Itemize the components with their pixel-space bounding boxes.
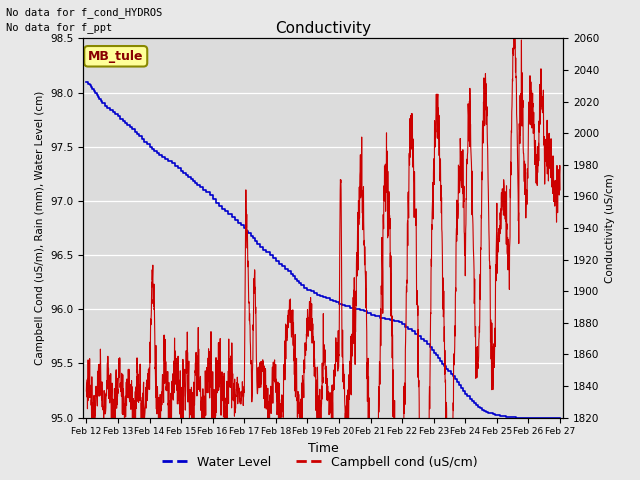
- Y-axis label: Campbell Cond (uS/m), Rain (mm), Water Level (cm): Campbell Cond (uS/m), Rain (mm), Water L…: [35, 91, 45, 365]
- Legend: Water Level, Campbell cond (uS/cm): Water Level, Campbell cond (uS/cm): [157, 451, 483, 474]
- Title: Conductivity: Conductivity: [275, 21, 371, 36]
- Y-axis label: Conductivity (uS/cm): Conductivity (uS/cm): [605, 173, 615, 283]
- Text: No data for f_ppt: No data for f_ppt: [6, 22, 113, 33]
- X-axis label: Time: Time: [308, 442, 339, 455]
- Text: No data for f_cond_HYDROS: No data for f_cond_HYDROS: [6, 7, 163, 18]
- Text: MB_tule: MB_tule: [88, 50, 143, 63]
